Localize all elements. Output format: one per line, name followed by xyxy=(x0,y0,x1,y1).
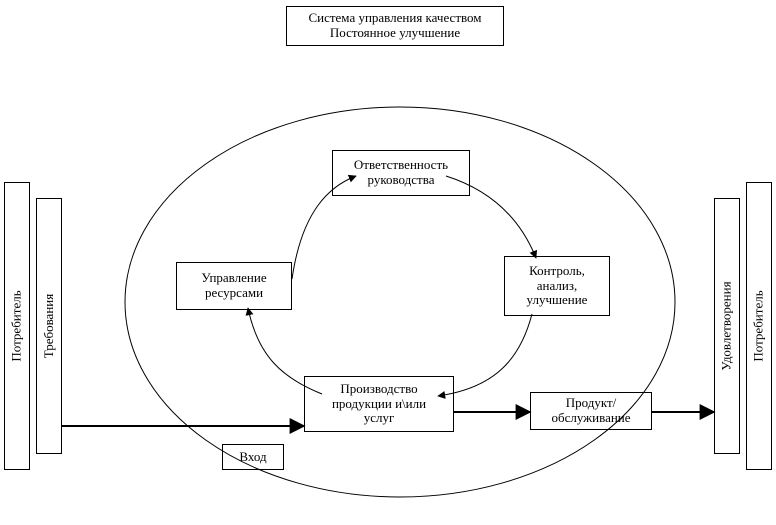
connector-overlay xyxy=(0,0,776,525)
node-production-label: Производствопродукции и\илиуслуг xyxy=(332,382,426,427)
left-consumer-box: Потребитель xyxy=(4,182,30,470)
node-resources-label: Управлениересурсами xyxy=(201,271,266,301)
title-line-2: Постоянное улучшение xyxy=(308,26,481,41)
node-entry-label: Вход xyxy=(239,450,266,465)
node-control-label: Контроль,анализ,улучшение xyxy=(527,264,588,309)
node-responsibility: Ответственностьруководства xyxy=(332,150,470,196)
diagram-stage: Система управления качеством Постоянное … xyxy=(0,0,776,525)
right-consumer-label: Потребитель xyxy=(751,290,767,361)
node-control: Контроль,анализ,улучшение xyxy=(504,256,610,316)
right-consumer-box: Потребитель xyxy=(746,182,772,470)
node-production: Производствопродукции и\илиуслуг xyxy=(304,376,454,432)
node-responsibility-label: Ответственностьруководства xyxy=(354,158,448,188)
node-resources: Управлениересурсами xyxy=(176,262,292,310)
left-requirements-box: Требования xyxy=(36,198,62,454)
left-consumer-label: Потребитель xyxy=(9,290,25,361)
node-product: Продукт/обслуживание xyxy=(530,392,652,430)
title-box: Система управления качеством Постоянное … xyxy=(286,6,504,46)
right-satisfaction-label: Удовлетворения xyxy=(719,281,735,370)
right-satisfaction-box: Удовлетворения xyxy=(714,198,740,454)
left-requirements-label: Требования xyxy=(41,294,57,358)
node-entry: Вход xyxy=(222,444,284,470)
title-line-1: Система управления качеством xyxy=(308,11,481,26)
node-product-label: Продукт/обслуживание xyxy=(551,396,630,426)
